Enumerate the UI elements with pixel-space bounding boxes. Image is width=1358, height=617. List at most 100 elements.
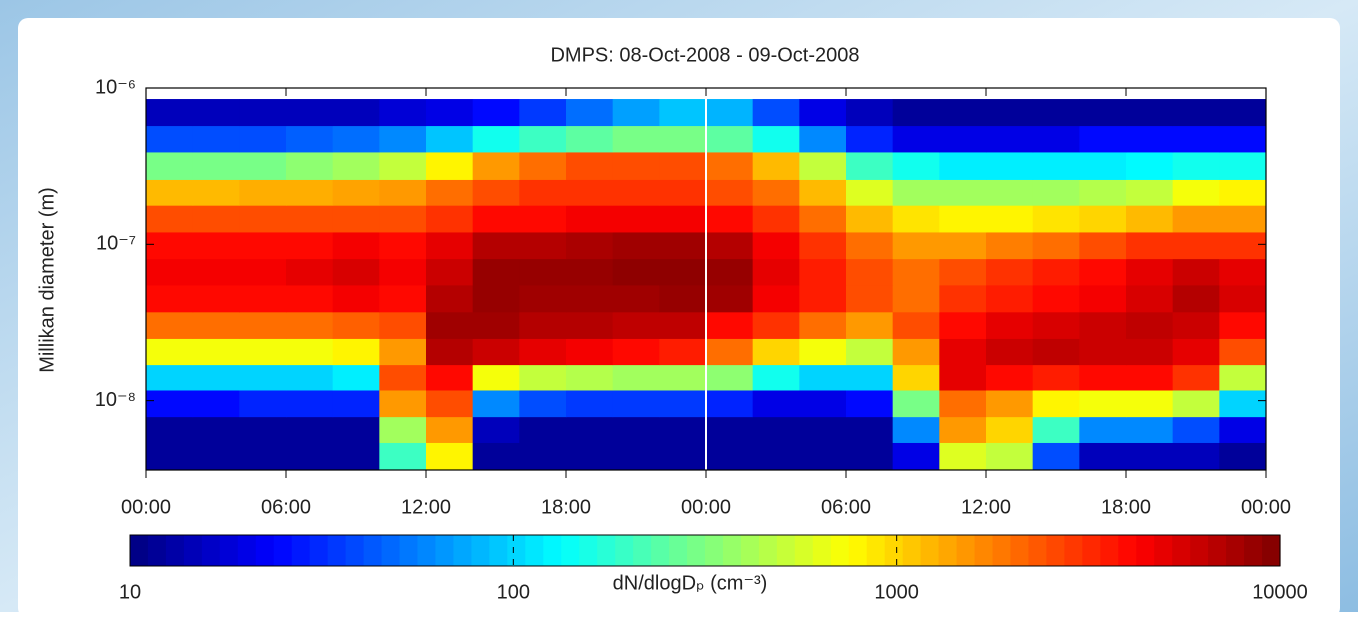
heatmap-cell (426, 151, 474, 180)
heatmap-cell (892, 151, 940, 180)
colorbar-swatch (147, 535, 167, 566)
heatmap-cell (239, 205, 287, 233)
heatmap-cell (332, 99, 380, 127)
heatmap-cell (1219, 284, 1267, 313)
heatmap-cell (706, 231, 754, 260)
colorbar-swatch (471, 535, 490, 566)
heatmap-cell (566, 364, 614, 391)
colorbar-swatch (902, 535, 922, 566)
heatmap-cell (939, 389, 987, 418)
heatmap-cell (472, 284, 520, 313)
heatmap-cell (332, 231, 380, 260)
heatmap-cell (752, 311, 800, 339)
heatmap-cell (659, 258, 707, 286)
heatmap-cell (379, 442, 427, 471)
colorbar-swatch (417, 535, 437, 566)
heatmap-cell (659, 284, 707, 313)
heatmap-cell (379, 364, 427, 391)
heatmap-cell (192, 258, 240, 286)
heatmap-cell (752, 284, 800, 313)
heatmap-cell (986, 205, 1034, 233)
heatmap-cell (192, 125, 240, 153)
heatmap-cell (892, 311, 940, 339)
colorbar-swatch (291, 535, 311, 566)
heatmap-cell (1172, 284, 1220, 313)
heatmap-cell (612, 205, 660, 233)
y-tick-label: 10⁻⁸ (95, 389, 136, 411)
heatmap-cell (566, 338, 614, 366)
x-tick-label: 06:00 (261, 496, 311, 518)
heatmap-cell (566, 151, 614, 180)
heatmap-cell (1126, 99, 1174, 127)
heatmap-cell (192, 231, 240, 260)
heatmap-cell (752, 338, 800, 366)
heatmap-cell (706, 258, 754, 286)
heatmap-cell (986, 364, 1034, 391)
heatmap-cell (426, 311, 474, 339)
heatmap-cell (799, 151, 847, 180)
heatmap-cell (426, 416, 474, 443)
heatmap-cell (519, 364, 567, 391)
heatmap-cell (612, 311, 660, 339)
heatmap-cell (986, 284, 1034, 313)
heatmap-cell (939, 205, 987, 233)
heatmap-cell (1172, 311, 1220, 339)
heatmap-cell (1126, 151, 1174, 180)
heatmap-cell (1032, 231, 1080, 260)
heatmap-cell (659, 442, 707, 471)
heatmap-cell (986, 179, 1034, 206)
heatmap-cell (1219, 389, 1267, 418)
heatmap-cell (1126, 284, 1174, 313)
heatmap-cell (286, 338, 334, 366)
heatmap-cell (1032, 311, 1080, 339)
heatmap-cell (239, 338, 287, 366)
heatmap-cell (612, 389, 660, 418)
heatmap-cell (846, 364, 894, 391)
colorbar-swatch (758, 535, 778, 566)
heatmap-cell (706, 338, 754, 366)
heatmap-cell (752, 389, 800, 418)
heatmap-cell (706, 364, 754, 391)
heatmap-cell (146, 205, 194, 233)
heatmap-cell (892, 338, 940, 366)
heatmap-cell (332, 416, 380, 443)
heatmap-cell (239, 311, 287, 339)
colorbar-swatch (920, 535, 940, 566)
colorbar-swatch (705, 535, 724, 566)
colorbar-swatch (130, 535, 149, 566)
heatmap-cell (1126, 125, 1174, 153)
heatmap-cell (146, 99, 194, 127)
heatmap-cell (1032, 284, 1080, 313)
heatmap (146, 99, 1267, 471)
heatmap-cell (286, 416, 334, 443)
heatmap-cell (892, 416, 940, 443)
heatmap-cell (192, 284, 240, 313)
colorbar-swatch (1244, 535, 1263, 566)
heatmap-cell (1079, 442, 1127, 471)
heatmap-cell (519, 389, 567, 418)
heatmap-cell (519, 338, 567, 366)
heatmap-cell (239, 231, 287, 260)
heatmap-cell (519, 205, 567, 233)
heatmap-cell (706, 205, 754, 233)
colorbar-swatch (165, 535, 185, 566)
heatmap-cell (379, 258, 427, 286)
heatmap-cell (426, 179, 474, 206)
x-tick-label: 18:00 (541, 496, 591, 518)
heatmap-cell (519, 284, 567, 313)
heatmap-cell (846, 231, 894, 260)
heatmap-cell (519, 125, 567, 153)
colorbar-swatch (651, 535, 670, 566)
colorbar-swatch (794, 535, 814, 566)
colorbar-swatch (956, 535, 976, 566)
colorbar-swatch (848, 535, 868, 566)
heatmap-cell (239, 364, 287, 391)
heatmap-cell (239, 284, 287, 313)
heatmap-cell (1126, 311, 1174, 339)
heatmap-cell (426, 338, 474, 366)
heatmap-cell (892, 284, 940, 313)
colorbar-tick-label: 1000 (874, 581, 919, 603)
heatmap-cell (1126, 231, 1174, 260)
heatmap-cell (752, 99, 800, 127)
colorbar-tick-label: 100 (497, 581, 530, 603)
